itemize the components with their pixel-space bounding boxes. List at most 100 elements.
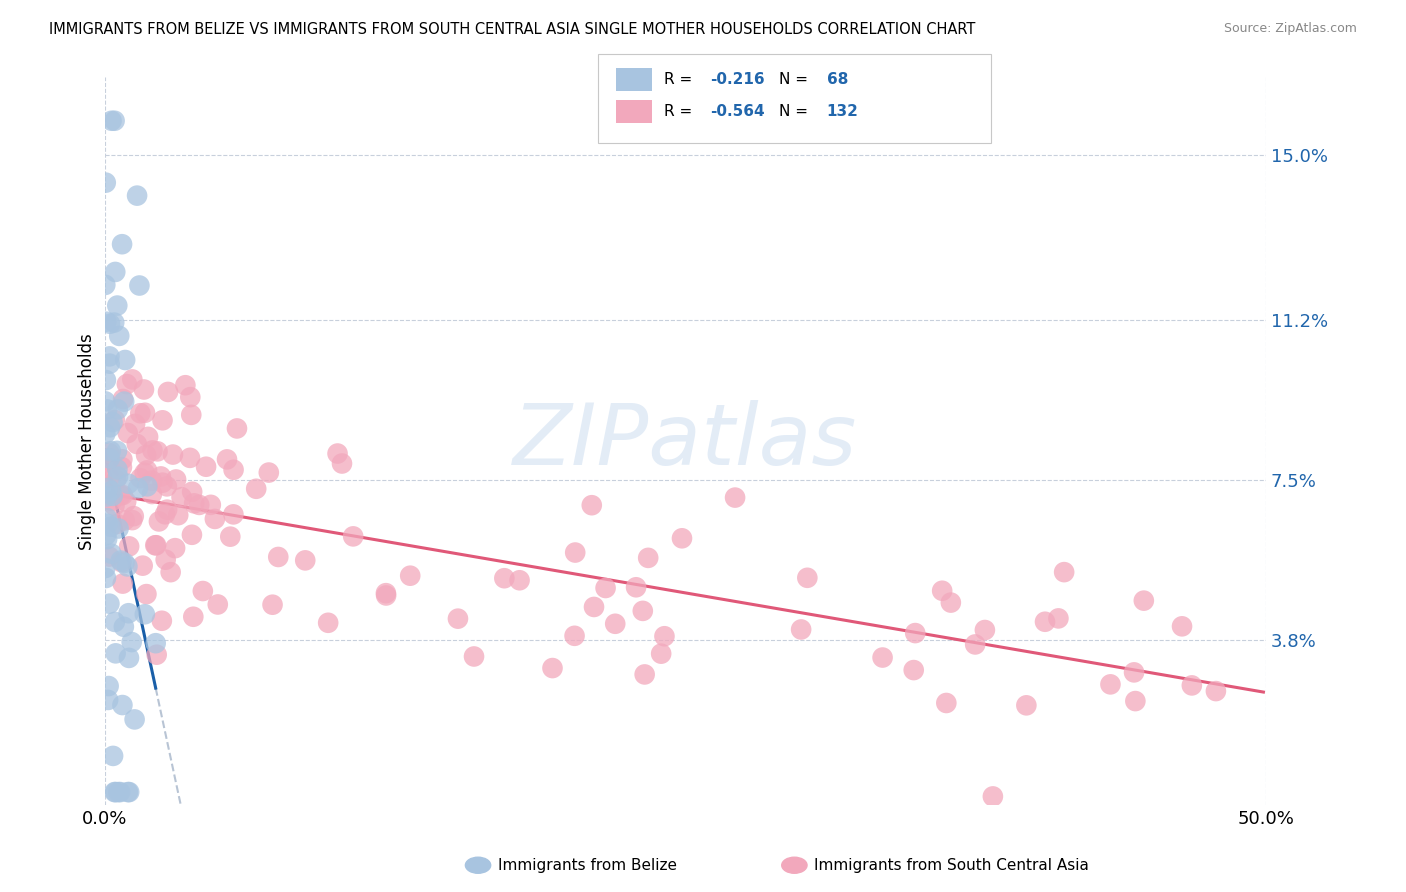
Point — [94, 426, 117, 441]
Point — [1123, 665, 1146, 680]
Point — [111, 698, 134, 712]
Point — [127, 481, 149, 495]
Point — [97, 481, 120, 495]
Text: -0.216: -0.216 — [710, 72, 765, 87]
Point — [1205, 684, 1227, 698]
Point — [447, 612, 470, 626]
Point — [931, 583, 953, 598]
Point — [117, 785, 139, 799]
Point — [374, 586, 396, 600]
Point — [564, 545, 586, 559]
Point — [118, 785, 141, 799]
Point — [165, 541, 187, 556]
Point — [105, 516, 128, 531]
Point — [1015, 698, 1038, 713]
Point — [94, 277, 117, 292]
Point — [118, 651, 141, 665]
Point — [145, 538, 167, 552]
Point — [342, 529, 364, 543]
Point — [1047, 611, 1070, 625]
Point — [101, 415, 124, 429]
Point — [1099, 677, 1122, 691]
Point — [98, 357, 121, 371]
Point — [162, 448, 184, 462]
Point — [981, 789, 1004, 804]
Text: R =: R = — [664, 72, 697, 87]
Point — [114, 353, 136, 368]
Point — [135, 448, 157, 462]
Point — [98, 350, 121, 364]
Point — [134, 406, 156, 420]
Point — [104, 265, 127, 279]
Point — [939, 596, 962, 610]
Text: 68: 68 — [827, 72, 848, 87]
Point — [94, 571, 117, 585]
Point — [141, 487, 163, 501]
Point — [605, 616, 627, 631]
Point — [226, 421, 249, 435]
Point — [111, 488, 134, 502]
Point — [152, 413, 174, 427]
Text: N =: N = — [779, 104, 813, 119]
Point — [330, 457, 353, 471]
Point — [904, 626, 927, 640]
Point — [98, 420, 121, 434]
Point — [97, 516, 120, 531]
Point — [634, 667, 657, 681]
Point — [112, 392, 135, 406]
Point — [1181, 678, 1204, 692]
Text: Immigrants from Belize: Immigrants from Belize — [498, 858, 676, 872]
Text: 132: 132 — [827, 104, 859, 119]
Point — [121, 635, 143, 649]
Point — [103, 499, 125, 513]
Point — [399, 568, 422, 582]
Point — [156, 384, 179, 399]
Point — [101, 748, 124, 763]
Point — [98, 317, 121, 331]
Point — [98, 462, 121, 476]
Point — [117, 425, 139, 440]
Point — [110, 785, 132, 799]
Point — [1053, 565, 1076, 579]
Point — [294, 553, 316, 567]
Point — [1125, 694, 1147, 708]
Point — [107, 785, 129, 799]
Point — [114, 513, 136, 527]
Point — [153, 508, 176, 522]
Point — [181, 484, 204, 499]
Point — [631, 604, 654, 618]
Point — [115, 494, 138, 508]
Point — [96, 532, 118, 546]
Point — [132, 383, 155, 397]
Point — [98, 597, 121, 611]
Point — [115, 377, 138, 392]
Point — [204, 512, 226, 526]
Point — [624, 580, 647, 594]
Point — [935, 696, 957, 710]
Point — [105, 299, 128, 313]
Point — [117, 606, 139, 620]
Point — [108, 329, 131, 343]
Point — [105, 473, 128, 487]
Point — [174, 378, 197, 392]
Point — [104, 113, 127, 128]
Point — [104, 615, 127, 629]
Point — [796, 571, 818, 585]
Point — [650, 647, 672, 661]
Point — [872, 650, 894, 665]
Point — [96, 315, 118, 329]
Point — [180, 408, 202, 422]
Point — [159, 565, 181, 579]
Text: R =: R = — [664, 104, 697, 119]
Point — [134, 466, 156, 480]
Point — [564, 629, 586, 643]
Point — [105, 443, 128, 458]
Point — [637, 550, 659, 565]
Point — [101, 494, 124, 508]
Point — [97, 693, 120, 707]
Point — [148, 515, 170, 529]
Point — [149, 469, 172, 483]
Point — [94, 561, 117, 575]
Point — [582, 599, 605, 614]
Point — [100, 484, 122, 499]
